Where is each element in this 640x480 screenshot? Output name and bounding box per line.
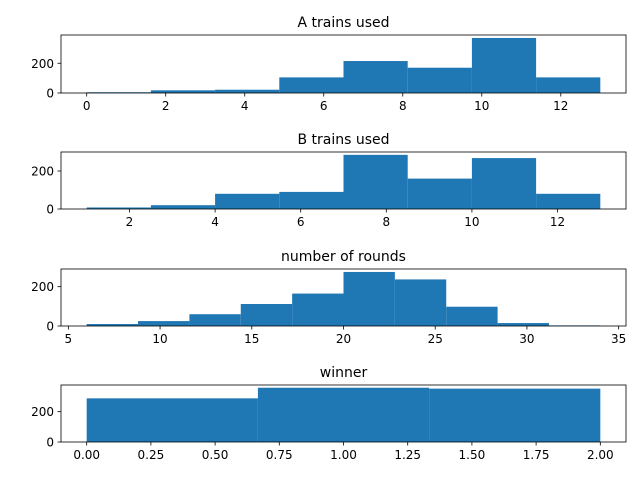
xtick-label-rounds-4: 25	[428, 332, 443, 346]
bar-a-trains-3	[279, 77, 344, 93]
ytick-label-rounds-1: 200	[31, 280, 54, 294]
xtick-label-a-trains-4: 8	[399, 99, 407, 113]
xtick-label-winner-1: 0.25	[138, 448, 165, 462]
ytick-label-winner-0: 0	[46, 436, 54, 450]
panel-a-trains: 0 2 4 6 8 10 12 0 200 A trains used	[31, 15, 627, 113]
xtick-label-winner-0: 0.00	[73, 448, 100, 462]
bar-b-trains-3	[279, 191, 344, 209]
bar-a-trains-6	[471, 37, 537, 93]
ytick-label-a-trains-1: 200	[31, 57, 54, 71]
bar-winner-2	[429, 388, 601, 442]
panel-title-winner: winner	[320, 365, 368, 381]
xtick-label-winner-7: 1.75	[523, 448, 550, 462]
xtick-label-rounds-6: 35	[611, 332, 626, 346]
ytick-label-a-trains-0: 0	[46, 87, 54, 101]
xtick-label-b-trains-4: 10	[464, 215, 479, 229]
xtick-label-b-trains-2: 6	[297, 215, 305, 229]
bar-a-trains-7	[536, 77, 601, 93]
xtick-label-a-trains-3: 6	[320, 99, 328, 113]
bar-b-trains-6	[471, 158, 537, 209]
bar-b-trains-4	[343, 154, 408, 209]
xtick-label-b-trains-3: 8	[382, 215, 390, 229]
xtick-label-b-trains-0: 2	[126, 215, 134, 229]
bar-a-trains-1	[150, 90, 216, 93]
bar-b-trains-1	[150, 205, 216, 209]
bar-b-trains-0	[86, 207, 151, 209]
ytick-label-winner-1: 200	[31, 405, 54, 419]
panel-title-a-trains: A trains used	[297, 15, 389, 31]
xtick-label-rounds-0: 5	[65, 332, 73, 346]
bar-rounds-7	[446, 306, 498, 326]
panel-winner: 0.00 0.25 0.50 0.75 1.00 1.25 1.50 1.75 2.00 0 200…	[31, 365, 627, 462]
bar-a-trains-2	[215, 89, 280, 93]
bar-a-trains-4	[343, 61, 408, 93]
xtick-label-winner-5: 1.25	[394, 448, 421, 462]
ytick-label-b-trains-1: 200	[31, 165, 54, 179]
bar-rounds-4	[292, 293, 344, 326]
bar-rounds-8	[497, 323, 549, 326]
xtick-label-b-trains-1: 4	[211, 215, 219, 229]
panel-title-rounds: number of rounds	[281, 249, 406, 265]
bar-winner-1	[257, 387, 430, 442]
xtick-label-winner-2: 0.50	[202, 448, 229, 462]
bar-rounds-3	[240, 303, 293, 326]
xtick-label-rounds-2: 15	[244, 332, 259, 346]
bar-b-trains-7	[536, 193, 601, 209]
xtick-label-winner-8: 2.00	[587, 448, 614, 462]
bar-b-trains-2	[215, 193, 280, 209]
xtick-label-a-trains-0: 0	[83, 99, 91, 113]
ytick-label-rounds-0: 0	[46, 320, 54, 334]
bar-rounds-0	[86, 324, 139, 326]
xtick-label-a-trains-2: 4	[241, 99, 249, 113]
xtick-label-b-trains-5: 12	[550, 215, 565, 229]
xtick-label-rounds-3: 20	[336, 332, 351, 346]
panel-b-trains: 2 4 6 8 10 12 0 200 B trains used	[31, 132, 627, 229]
xtick-label-a-trains-6: 12	[553, 99, 568, 113]
bar-winner-0	[86, 398, 258, 442]
axes-frame-b-trains	[60, 151, 627, 210]
panel-title-b-trains: B trains used	[297, 132, 389, 148]
bar-rounds-1	[138, 321, 190, 326]
xtick-label-a-trains-5: 10	[474, 99, 489, 113]
xtick-label-rounds-5: 30	[519, 332, 534, 346]
xtick-label-a-trains-1: 2	[162, 99, 170, 113]
xtick-label-rounds-1: 10	[152, 332, 167, 346]
bar-b-trains-5	[407, 178, 472, 209]
bar-rounds-6	[394, 279, 447, 326]
bar-rounds-5	[343, 271, 395, 326]
xtick-label-winner-6: 1.50	[459, 448, 486, 462]
axes-frame-a-trains	[60, 34, 627, 94]
bar-rounds-2	[189, 314, 241, 326]
xtick-label-winner-3: 0.75	[266, 448, 293, 462]
bar-a-trains-5	[407, 67, 472, 93]
ytick-label-b-trains-0: 0	[46, 203, 54, 217]
panel-rounds: 5 10 15 20 25 30 35 0 200 number of rounds	[31, 249, 627, 346]
xtick-label-winner-4: 1.00	[330, 448, 357, 462]
